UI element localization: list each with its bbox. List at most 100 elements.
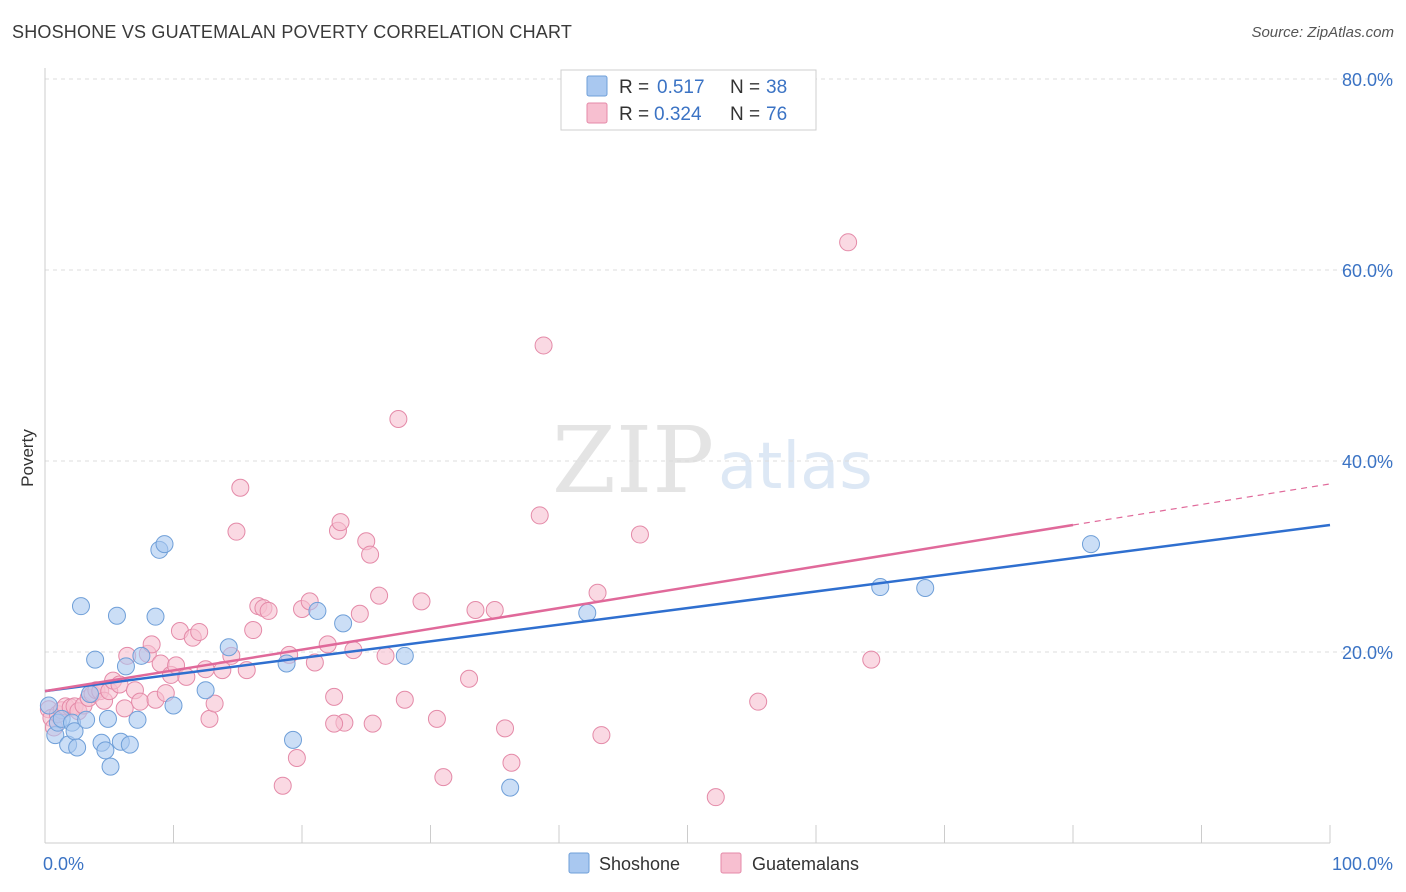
point-guatemalans-73 xyxy=(534,336,553,355)
point-guatemalans-71 xyxy=(502,753,521,772)
point-guatemalans-57 xyxy=(350,604,369,623)
legend-swatch-guatemalans xyxy=(586,102,608,124)
point-shoshone-33 xyxy=(501,778,520,797)
point-guatemalans-77 xyxy=(706,788,725,807)
point-guatemalans-50 xyxy=(305,653,324,672)
point-guatemalans-44 xyxy=(259,601,278,620)
point-shoshone-37 xyxy=(1081,535,1100,554)
point-guatemalans-59 xyxy=(361,545,380,564)
point-guatemalans-18 xyxy=(115,699,134,718)
point-guatemalans-54 xyxy=(331,513,350,532)
legend-r-label-shoshone: R = xyxy=(619,77,649,98)
bottom-legend-swatch-guatemalans xyxy=(720,852,742,874)
point-shoshone-10 xyxy=(80,685,99,704)
series-guatemalans xyxy=(39,233,881,807)
point-guatemalans-39 xyxy=(231,478,250,497)
point-guatemalans-34 xyxy=(200,709,219,728)
legend-swatch-shoshone xyxy=(586,75,608,97)
x-tick-label-100: 100.0% xyxy=(1332,854,1393,874)
point-guatemalans-41 xyxy=(244,621,263,640)
legend-n-value-guatemalans: 76 xyxy=(766,104,787,125)
point-guatemalans-60 xyxy=(370,586,389,605)
y-axis-label: Poverty xyxy=(18,429,37,487)
y-tick-label-40: 40.0% xyxy=(1342,452,1393,472)
legend-r-value-guatemalans: 0.324 xyxy=(654,104,702,125)
point-guatemalans-21 xyxy=(131,692,150,711)
point-shoshone-29 xyxy=(284,730,303,749)
point-shoshone-31 xyxy=(334,614,353,633)
point-shoshone-7 xyxy=(68,738,87,757)
point-guatemalans-65 xyxy=(427,709,446,728)
chart-source: Source: ZipAtlas.com xyxy=(1251,24,1394,41)
point-shoshone-32 xyxy=(395,646,414,665)
point-shoshone-25 xyxy=(164,696,183,715)
y-tick-label-60: 60.0% xyxy=(1342,261,1393,281)
point-guatemalans-70 xyxy=(496,719,515,738)
point-guatemalans-68 xyxy=(466,600,485,619)
grid xyxy=(45,78,1393,653)
point-guatemalans-82 xyxy=(363,714,382,733)
point-guatemalans-66 xyxy=(434,768,453,787)
point-guatemalans-47 xyxy=(287,749,306,768)
bottom-legend-label-guatemalans: Guatemalans xyxy=(752,854,859,874)
point-guatemalans-35 xyxy=(205,694,224,713)
legend-n-value-shoshone: 38 xyxy=(766,77,787,98)
point-guatemalans-64 xyxy=(412,592,431,611)
point-shoshone-20 xyxy=(128,710,147,729)
point-shoshone-30 xyxy=(308,601,327,620)
tick-labels: 20.0% 40.0% 60.0% 80.0% 0.0% 100.0% xyxy=(43,70,1393,874)
legend-n-label-shoshone: N = xyxy=(730,77,760,98)
point-shoshone-19 xyxy=(120,735,139,754)
point-guatemalans-76 xyxy=(630,525,649,544)
point-shoshone-9 xyxy=(77,710,96,729)
point-guatemalans-80 xyxy=(862,650,881,669)
point-shoshone-8 xyxy=(71,597,90,616)
point-shoshone-36 xyxy=(916,579,935,598)
point-guatemalans-78 xyxy=(749,692,768,711)
point-shoshone-16 xyxy=(107,606,126,625)
legend-n-label-guatemalans: N = xyxy=(730,104,760,125)
point-shoshone-0 xyxy=(39,696,58,715)
chart-title: SHOSHONE VS GUATEMALAN POVERTY CORRELATI… xyxy=(12,22,573,42)
point-guatemalans-52 xyxy=(325,687,344,706)
point-guatemalans-81 xyxy=(325,714,344,733)
point-guatemalans-23 xyxy=(142,635,161,654)
point-guatemalans-45 xyxy=(273,776,292,795)
watermark: ZIP atlas xyxy=(552,407,873,514)
point-shoshone-28 xyxy=(277,654,296,673)
point-guatemalans-32 xyxy=(190,622,209,641)
point-shoshone-13 xyxy=(96,741,115,760)
legend-r-value-shoshone: 0.517 xyxy=(657,77,705,98)
point-guatemalans-75 xyxy=(592,726,611,745)
bottom-legend-label-shoshone: Shoshone xyxy=(599,854,680,874)
trend-lines xyxy=(44,483,1331,693)
y-tick-label-20: 20.0% xyxy=(1342,643,1393,663)
point-shoshone-11 xyxy=(86,650,105,669)
x-tick-label-0: 0.0% xyxy=(43,854,84,874)
point-guatemalans-69 xyxy=(485,600,504,619)
point-shoshone-27 xyxy=(219,638,238,657)
point-guatemalans-79 xyxy=(839,233,858,252)
point-guatemalans-38 xyxy=(227,522,246,541)
point-guatemalans-74 xyxy=(588,583,607,602)
bottom-legend: Shoshone Guatemalans xyxy=(568,852,859,874)
point-shoshone-34 xyxy=(578,603,597,622)
point-guatemalans-62 xyxy=(389,409,408,428)
point-guatemalans-63 xyxy=(395,690,414,709)
point-shoshone-18 xyxy=(116,657,135,676)
data-points xyxy=(39,233,1100,807)
point-shoshone-24 xyxy=(155,535,174,554)
point-shoshone-14 xyxy=(98,709,117,728)
trend-line-guatemalans xyxy=(44,523,1074,693)
point-shoshone-22 xyxy=(146,607,165,626)
point-guatemalans-67 xyxy=(460,669,479,688)
legend-r-label-guatemalans: R = xyxy=(619,104,649,125)
point-guatemalans-72 xyxy=(530,506,549,525)
legend: R = 0.517 N = 38 R = 0.324 N = 76 xyxy=(560,69,817,131)
point-guatemalans-61 xyxy=(376,646,395,665)
trend-line-guatemalans-extension xyxy=(1072,483,1331,526)
watermark-atlas: atlas xyxy=(718,430,873,504)
point-shoshone-21 xyxy=(132,646,151,665)
y-tick-label-80: 80.0% xyxy=(1342,70,1393,90)
